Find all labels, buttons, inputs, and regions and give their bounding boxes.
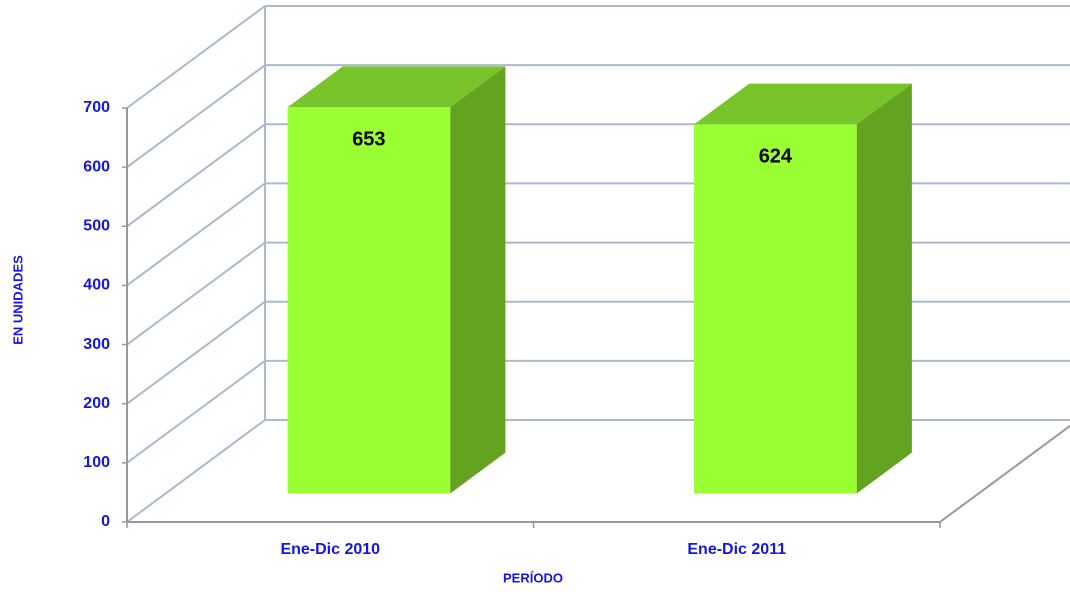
bar (694, 124, 857, 494)
bar-top (694, 83, 912, 125)
floor-right-edge (939, 424, 1070, 523)
x-axis-label: PERÍODO (503, 570, 563, 585)
y-tick-label: 500 (83, 218, 110, 235)
y-tick-label: 300 (83, 336, 110, 353)
y-tick-label: 100 (83, 454, 110, 471)
value-label: 653 (352, 129, 385, 151)
bar-side (856, 83, 912, 494)
grid-line (126, 64, 266, 168)
grid-line (126, 300, 266, 405)
grid-line (126, 360, 266, 464)
grid-line (126, 182, 266, 287)
y-tick-label: 700 (83, 99, 110, 116)
x-tick-label: Ene-Dic 2011 (687, 541, 786, 558)
grid-line (126, 123, 266, 228)
grid-line (126, 5, 266, 109)
grid-line (126, 419, 266, 523)
y-tick-label: 400 (83, 277, 110, 294)
bar (287, 107, 451, 494)
bar-side (450, 66, 506, 494)
x-tick-label: Ene-Dic 2010 (280, 541, 380, 558)
y-tick-label: 0 (101, 513, 110, 530)
bar-top (287, 66, 506, 108)
y-tick-label: 200 (83, 395, 110, 412)
grid-line (126, 241, 266, 346)
value-label: 624 (759, 146, 793, 168)
y-axis-label: EN UNIDADES (10, 255, 25, 345)
y-tick-label: 600 (83, 158, 110, 175)
